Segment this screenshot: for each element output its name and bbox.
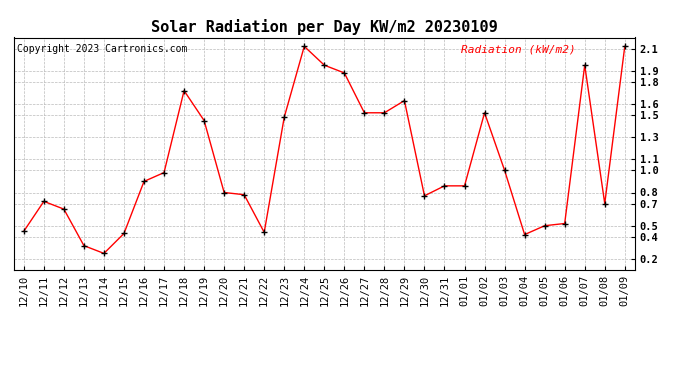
Text: Radiation (kW/m2): Radiation (kW/m2) xyxy=(461,45,575,54)
Title: Solar Radiation per Day KW/m2 20230109: Solar Radiation per Day KW/m2 20230109 xyxy=(151,19,497,35)
Text: Copyright 2023 Cartronics.com: Copyright 2023 Cartronics.com xyxy=(17,45,187,54)
